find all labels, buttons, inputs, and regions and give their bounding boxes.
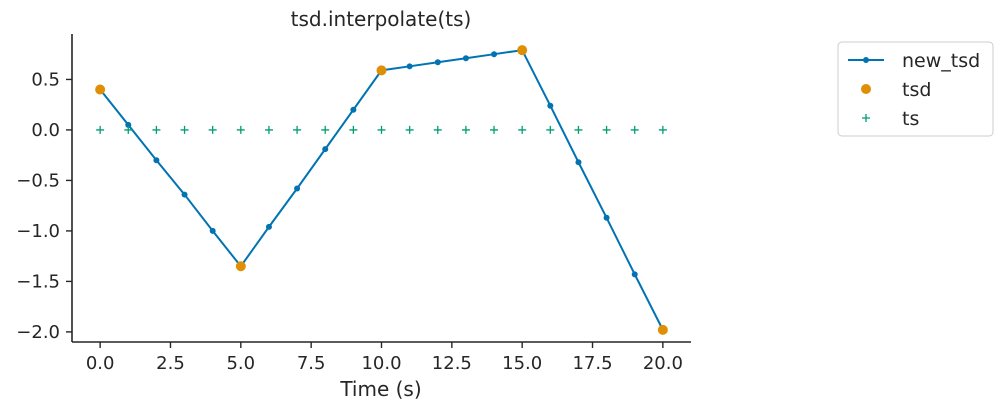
y-tick-label: −0.5 bbox=[16, 170, 60, 191]
x-tick-label: 17.5 bbox=[572, 353, 612, 374]
data-point bbox=[434, 59, 441, 66]
legend-item: ts bbox=[862, 108, 919, 130]
data-point bbox=[518, 125, 527, 134]
data-point bbox=[461, 125, 470, 134]
data-point bbox=[602, 125, 611, 134]
x-tick-label: 0.0 bbox=[86, 353, 115, 374]
data-point bbox=[265, 223, 272, 230]
chart-title: tsd.interpolate(ts) bbox=[291, 7, 472, 31]
data-point bbox=[153, 157, 160, 164]
legend-dot-swatch bbox=[861, 84, 871, 94]
y-tick-label: 0.5 bbox=[31, 69, 60, 90]
x-ticks: 0.0 2.5 5.0 7.5 10.0 12.5 15.0 17.5 20.0 bbox=[86, 342, 683, 374]
data-point bbox=[236, 125, 245, 134]
y-tick-label: −1.5 bbox=[16, 271, 60, 292]
series-tsd bbox=[95, 45, 668, 335]
data-point bbox=[546, 125, 555, 134]
x-tick-label: 12.5 bbox=[432, 353, 472, 374]
data-point bbox=[490, 125, 499, 134]
x-tick-label: 2.5 bbox=[156, 353, 185, 374]
series-layer bbox=[95, 45, 668, 335]
data-point bbox=[631, 271, 638, 278]
data-point bbox=[96, 125, 105, 134]
y-tick-label: 0.0 bbox=[31, 120, 60, 141]
data-point bbox=[180, 125, 189, 134]
series-ts bbox=[96, 125, 667, 134]
legend-item: tsd bbox=[861, 79, 931, 101]
data-point bbox=[321, 125, 330, 134]
data-point bbox=[574, 125, 583, 134]
data-point bbox=[293, 125, 302, 134]
legend-label: tsd bbox=[902, 79, 931, 101]
data-point bbox=[208, 125, 217, 134]
x-axis-label: Time (s) bbox=[339, 377, 421, 401]
data-point bbox=[322, 146, 329, 153]
x-tick-label: 10.0 bbox=[361, 353, 401, 374]
series-line bbox=[99, 49, 664, 331]
data-point bbox=[349, 125, 358, 134]
data-point bbox=[603, 214, 610, 221]
data-point bbox=[124, 125, 133, 134]
data-point bbox=[235, 261, 246, 272]
data-point bbox=[377, 125, 386, 134]
legend-dot-swatch bbox=[863, 57, 869, 63]
data-point bbox=[376, 65, 387, 76]
y-tick-label: −1.0 bbox=[16, 221, 60, 242]
data-point bbox=[517, 45, 528, 56]
data-point bbox=[630, 125, 639, 134]
data-point bbox=[405, 125, 414, 134]
data-point bbox=[657, 324, 668, 335]
data-point bbox=[294, 185, 301, 192]
data-point bbox=[547, 102, 554, 109]
y-tick-label: −2.0 bbox=[16, 322, 60, 343]
y-ticks: 0.5 0.0 −0.5 −1.0 −1.5 −2.0 bbox=[16, 69, 72, 343]
x-tick-label: 7.5 bbox=[297, 353, 326, 374]
legend-label: new_tsd bbox=[902, 50, 980, 72]
legend-frame bbox=[837, 41, 994, 137]
data-point bbox=[264, 125, 273, 134]
legend-plus-swatch bbox=[862, 114, 870, 122]
data-point bbox=[209, 227, 216, 234]
data-point bbox=[658, 125, 667, 134]
x-tick-label: 15.0 bbox=[502, 353, 542, 374]
data-point bbox=[350, 106, 357, 113]
legend-label: ts bbox=[902, 108, 919, 130]
data-point bbox=[406, 63, 413, 70]
data-point bbox=[152, 125, 161, 134]
data-point bbox=[433, 125, 442, 134]
data-point bbox=[491, 51, 498, 58]
data-point bbox=[575, 159, 582, 166]
x-tick-label: 20.0 bbox=[643, 353, 683, 374]
plot-area: 0.0 2.5 5.0 7.5 10.0 12.5 15.0 17.5 20.0 0.5 0.0 −… bbox=[16, 34, 691, 374]
series-new_tsd bbox=[97, 47, 666, 333]
data-point bbox=[95, 84, 106, 95]
data-point bbox=[462, 55, 469, 62]
legend-item: new_tsd bbox=[848, 50, 980, 72]
data-point bbox=[181, 191, 188, 198]
data-point bbox=[125, 121, 132, 128]
x-tick-label: 5.0 bbox=[226, 353, 255, 374]
